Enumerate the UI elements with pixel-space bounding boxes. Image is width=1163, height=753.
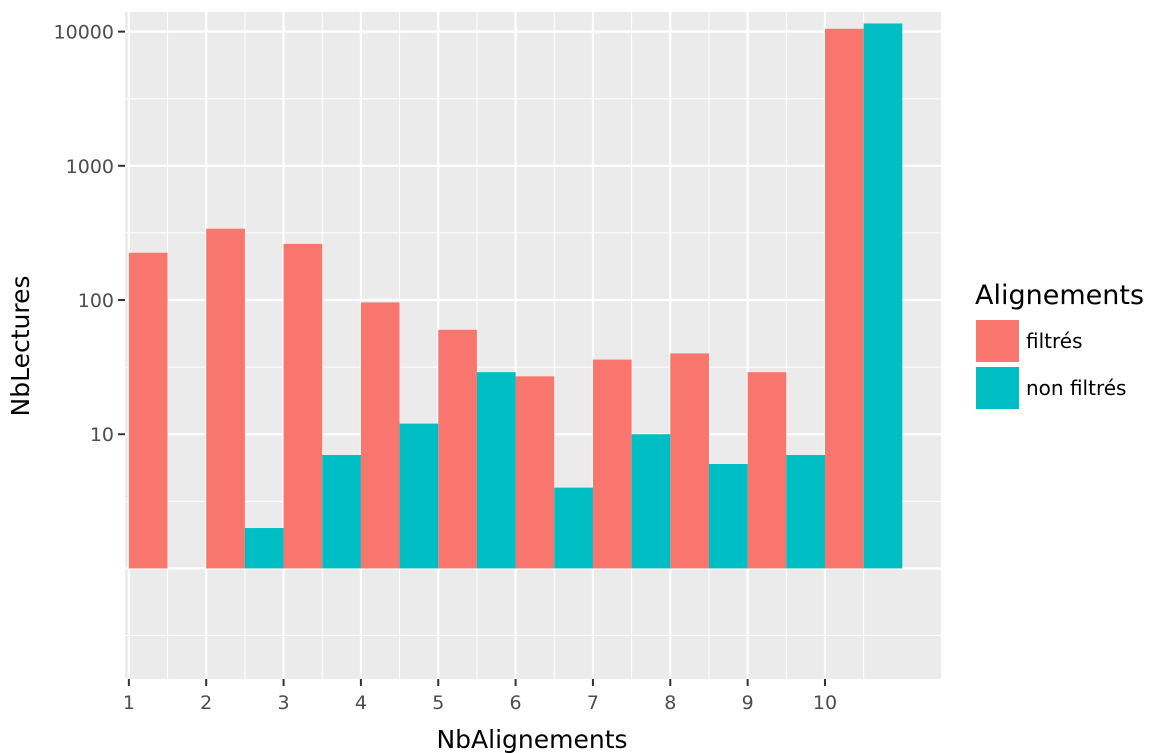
bar-filtres-1 [128, 252, 168, 569]
legend-label-non-filtres: non filtrés [1026, 376, 1126, 400]
bar-non-filtres-9 [863, 23, 903, 569]
bar-filtres-2 [206, 228, 245, 569]
bar-non-filtres-6 [631, 434, 671, 569]
x-tick-label: 8 [664, 692, 676, 714]
bar-non-filtres-1 [244, 528, 284, 569]
x-axis: 1 2 3 4 5 6 7 8 9 10 [123, 679, 837, 714]
x-tick-label: 3 [278, 692, 290, 714]
legend-key-filtres [976, 320, 1019, 362]
y-tick-label: 1000 [66, 156, 114, 178]
bars [128, 23, 903, 569]
y-tick-label: 100 [78, 290, 114, 312]
bar-filtres-10 [824, 28, 864, 569]
bar-non-filtres-2 [322, 455, 361, 569]
legend-label-filtres: filtrés [1026, 329, 1083, 353]
x-tick-label: 4 [355, 692, 367, 714]
bar-filtres-9 [747, 372, 787, 569]
bar-filtres-3 [283, 243, 323, 569]
plot-panel [125, 12, 941, 679]
x-tick-label: 5 [432, 692, 444, 714]
bar-non-filtres-7 [708, 463, 748, 569]
x-tick-label: 9 [742, 692, 754, 714]
bar-non-filtres-8 [786, 455, 825, 569]
y-tick-label: 10000 [54, 22, 114, 44]
legend: Alignements filtrés non filtrés [975, 280, 1144, 409]
x-tick-label: 7 [587, 692, 599, 714]
bar-non-filtres-4 [476, 372, 516, 569]
bar-filtres-7 [592, 359, 632, 569]
bar-filtres-4 [360, 302, 400, 569]
bar-filtres-6 [515, 376, 555, 569]
bar-non-filtres-3 [399, 423, 439, 569]
legend-title: Alignements [975, 280, 1144, 311]
y-tick-label: 10 [90, 424, 114, 446]
x-tick-label: 2 [200, 692, 212, 714]
x-axis-title: NbAlignements [436, 725, 627, 753]
bar-non-filtres-5 [554, 487, 593, 569]
x-tick-label: 10 [813, 692, 837, 714]
x-tick-label: 6 [510, 692, 522, 714]
bar-filtres-5 [438, 329, 477, 569]
legend-key-non-filtres [976, 367, 1019, 409]
x-tick-label: 1 [123, 692, 135, 714]
y-axis: 10 100 1000 10000 [54, 22, 125, 446]
y-axis-title: NbLectures [6, 276, 35, 417]
bar-filtres-8 [670, 353, 709, 569]
